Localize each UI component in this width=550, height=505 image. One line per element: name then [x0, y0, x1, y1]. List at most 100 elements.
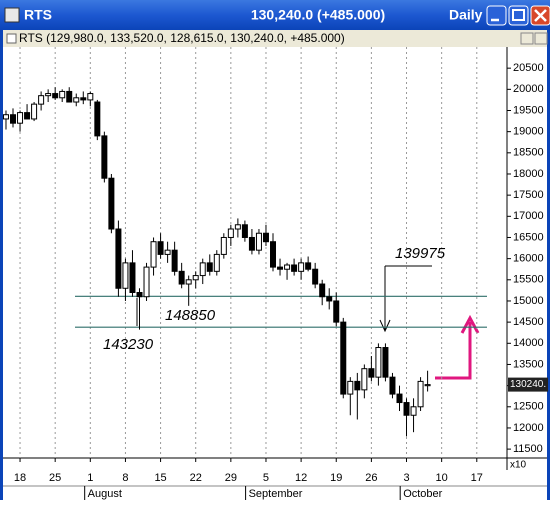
month-label: September	[249, 488, 303, 500]
last-price-box	[508, 377, 548, 392]
period: Daily	[449, 7, 483, 23]
candle-body	[164, 249, 171, 255]
candle-body	[136, 291, 143, 298]
candle-body	[319, 283, 326, 298]
app-icon	[4, 7, 20, 23]
candle-body	[291, 264, 298, 272]
last-price-label: 130240.	[510, 379, 546, 390]
candle-body	[389, 376, 396, 395]
candle-body	[403, 402, 410, 416]
y-tick-label: 14000	[513, 337, 544, 349]
candle-body	[241, 224, 248, 238]
minimize-button[interactable]	[486, 5, 507, 26]
x-tick-label: 17	[471, 472, 483, 484]
y-tick-label: 15000	[513, 295, 544, 307]
candle-body	[298, 262, 305, 272]
info-bar	[3, 30, 547, 47]
candle-body	[284, 264, 291, 270]
y-tick-label: 17000	[513, 210, 544, 222]
y-tick-label: 16500	[513, 231, 544, 243]
candle-body	[24, 112, 31, 120]
candle-body	[396, 393, 403, 404]
candle-body	[410, 406, 417, 416]
candle-body	[108, 177, 115, 230]
candle-body	[101, 135, 108, 179]
candle-body	[45, 93, 52, 97]
candle-body	[157, 241, 164, 255]
candle-body	[270, 241, 277, 268]
x-tick-label: 25	[49, 472, 61, 484]
candle-body	[248, 236, 255, 251]
y-tick-label: 18000	[513, 168, 544, 180]
y-tick-label: 15500	[513, 274, 544, 286]
y-tick-label: 18500	[513, 147, 544, 159]
y-tick-label: 12000	[513, 422, 544, 434]
candle-body	[129, 262, 136, 293]
candle-body	[2, 114, 9, 120]
info-icon	[6, 33, 17, 44]
close-pane-button[interactable]	[534, 32, 548, 45]
candle-body	[424, 384, 431, 387]
candle-body	[234, 224, 241, 230]
candle-body	[417, 380, 424, 408]
axis-multiplier: x10	[510, 460, 527, 471]
candle-body	[361, 368, 368, 391]
candle-body	[368, 368, 375, 378]
y-tick-label: 11500	[513, 443, 543, 455]
x-tick-label: 1	[87, 472, 93, 484]
annotation-arrow	[435, 314, 480, 380]
candle-body	[312, 268, 319, 285]
candle-body	[171, 249, 178, 272]
candle-body	[38, 95, 45, 105]
month-label: August	[88, 488, 122, 500]
candle-body	[340, 321, 347, 395]
candle-body	[262, 232, 269, 243]
candle-body	[143, 266, 150, 298]
candle-body	[192, 275, 199, 281]
x-tick-label: 19	[330, 472, 342, 484]
annotation-pointer	[379, 265, 432, 333]
title-bar	[0, 0, 550, 30]
info-text: RTS (129,980.0, 133,520.0, 128,615.0, 13…	[19, 31, 345, 45]
candle-body	[375, 347, 382, 378]
window-title: RTS	[24, 7, 52, 23]
candle-body	[80, 97, 87, 101]
y-tick-label: 13500	[513, 358, 544, 370]
candle-body	[59, 90, 66, 99]
x-tick-label: 15	[154, 472, 166, 484]
x-tick-label: 3	[403, 472, 409, 484]
y-tick-label: 19500	[513, 104, 544, 116]
candle-body	[255, 232, 262, 251]
candle-body	[185, 279, 192, 285]
x-tick-label: 10	[436, 472, 448, 484]
x-tick-label: 12	[295, 472, 307, 484]
y-tick-label: 19000	[513, 126, 544, 138]
x-tick-label: 5	[263, 472, 269, 484]
restore-button[interactable]	[520, 32, 534, 45]
candle-body	[354, 380, 361, 391]
x-tick-label: 18	[14, 472, 26, 484]
candle-body	[347, 380, 354, 395]
y-tick-label: 20500	[513, 62, 544, 74]
candle-body	[213, 253, 220, 272]
candle-body	[94, 101, 101, 137]
x-tick-label: 29	[225, 472, 237, 484]
y-tick-label: 16000	[513, 253, 544, 265]
candle-body	[333, 300, 340, 323]
candle-body	[73, 97, 80, 103]
candle-body	[10, 114, 17, 124]
candle-body	[326, 296, 333, 302]
y-tick-label: 17500	[513, 189, 544, 201]
maximize-button[interactable]	[508, 5, 529, 26]
candle-body	[178, 270, 185, 285]
y-tick-label: 14500	[513, 316, 544, 328]
y-tick-label: 20000	[513, 83, 544, 95]
candle-body	[305, 262, 312, 270]
candle-body	[227, 228, 234, 238]
candle-body	[31, 103, 38, 120]
candle-body	[382, 347, 389, 378]
x-tick-label: 22	[190, 472, 202, 484]
candle-body	[66, 90, 73, 103]
candle-body	[122, 262, 129, 289]
